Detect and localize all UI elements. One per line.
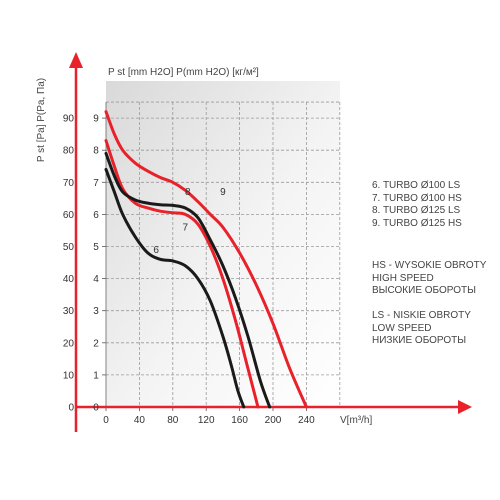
legend-item: LOW SPEED [372,322,432,334]
legend-item: 9. TURBO Ø125 HS [372,217,462,229]
y2-tick-label: 2 [93,338,99,349]
y2-tick-label: 4 [93,274,99,285]
legend-item: 7. TURBO Ø100 HS [372,192,462,204]
x-tick-label: 80 [167,415,179,426]
y-tick-label: 90 [63,114,75,125]
series-line-7 [104,139,260,409]
legend-item: HS - WYSOKIE OBROTY [372,260,487,271]
x-tick-label: 40 [134,415,146,426]
legend-high-speed: HS - WYSOKIE OBROTY HIGH SPEED ВЫСОКИЕ О… [372,260,486,298]
y2-tick-label: 3 [93,306,99,317]
legend-item: НИЗКИЕ ОБОРОТЫ [372,335,467,346]
x-tick-label: 200 [265,415,282,426]
y2-tick-label: 6 [93,210,99,221]
legend-item: HIGH SPEED [372,272,434,284]
x-tick-label: 0 [103,415,109,426]
y-axis-label: P st [Pa] P(Pa, Па) [36,78,47,162]
legend-item: 8. TURBO Ø125 LS [372,205,461,216]
series-line-6 [104,167,246,409]
curve-label-6: 6 [153,245,159,256]
series-line-9 [104,110,308,409]
y2-tick-label: 0 [93,403,99,414]
y-tick-label: 80 [63,146,75,157]
y-axis-arrow-icon [69,52,83,68]
legend-low-speed: LS - NISKIE OBROTY LOW SPEED НИЗКИЕ ОБОР… [372,310,471,348]
y2-tick-label: 9 [93,114,99,125]
y-tick-label: 0 [68,403,74,414]
legend-item: LS - NISKIE OBROTY [372,310,471,321]
x-axis-label: V[m³/h] [340,415,372,426]
x-tick-label: 240 [298,415,315,426]
series-line-8 [104,151,272,409]
curve-label-9: 9 [220,187,226,198]
x-tick-label: 160 [231,415,248,426]
y-tick-label: 20 [63,338,75,349]
y-tick-label: 50 [63,242,75,253]
y2-tick-label: 1 [93,370,99,381]
y-tick-label: 40 [63,274,75,285]
axes [69,52,472,432]
legend-models: 6. TURBO Ø100 LS 7. TURBO Ø100 HS 8. TUR… [372,180,462,230]
y2-tick-label: 5 [93,242,99,253]
x-axis-arrow-icon [458,400,472,414]
legend-item: 6. TURBO Ø100 LS [372,180,461,191]
y-tick-label: 10 [63,370,75,381]
y2-tick-label: 8 [93,146,99,157]
y2-axis-label: P st [mm H2O] P(mm H2O) [кг/м²] [108,67,259,78]
curve-label-7: 7 [183,222,189,233]
x-tick-label: 120 [198,415,215,426]
series-lines [104,110,308,409]
curve-label-8: 8 [185,187,191,198]
y2-tick-label: 7 [93,178,99,189]
y-tick-label: 70 [63,178,75,189]
y-tick-label: 30 [63,306,75,317]
plot-background [106,81,340,407]
curve-labels: 6 7 8 9 [153,187,226,256]
legend-item: ВЫСОКИЕ ОБОРОТЫ [372,285,476,296]
y-tick-label: 60 [63,210,75,221]
